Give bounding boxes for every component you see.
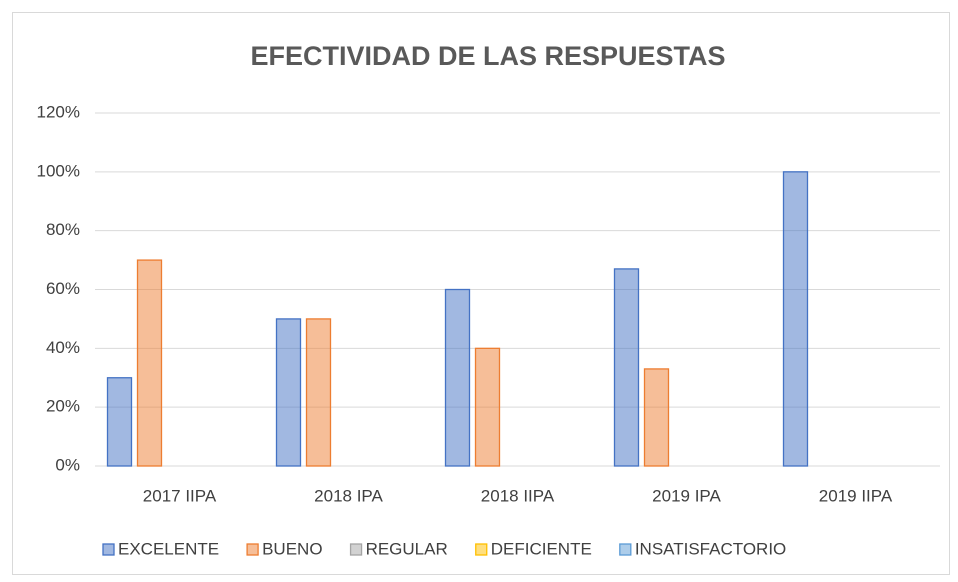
legend-label: BUENO	[262, 539, 322, 558]
x-tick-label: 2017 IIPA	[143, 486, 217, 505]
x-tick-label: 2018 IPA	[314, 486, 383, 505]
chart-title: EFECTIVIDAD DE LAS RESPUESTAS	[250, 41, 725, 71]
y-tick-label: 20%	[46, 397, 80, 416]
bar	[136, 259, 163, 467]
legend-label: DEFICIENTE	[491, 539, 592, 558]
x-tick-label: 2019 IIPA	[819, 486, 893, 505]
bar	[106, 377, 133, 467]
legend-swatch	[349, 543, 363, 556]
bar	[782, 171, 809, 467]
y-tick-label: 120%	[37, 102, 80, 121]
bar	[444, 288, 471, 467]
y-tick-label: 60%	[46, 279, 80, 298]
legend-swatch	[102, 543, 115, 556]
x-tick-label: 2018 IIPA	[481, 486, 555, 505]
y-tick-label: 0%	[55, 455, 80, 474]
legend-swatch	[246, 543, 259, 556]
bar	[275, 318, 302, 467]
legend-label: EXCELENTE	[118, 539, 219, 558]
bar	[474, 347, 501, 467]
y-tick-label: 40%	[46, 338, 80, 357]
legend-label: INSATISFACTORIO	[635, 539, 786, 558]
bar	[643, 368, 670, 467]
bar	[613, 268, 640, 467]
x-tick-label: 2019 IPA	[652, 486, 721, 505]
bar	[305, 318, 332, 467]
legend-swatch	[619, 543, 632, 556]
legend-label: REGULAR	[366, 539, 448, 558]
y-tick-label: 100%	[37, 161, 80, 180]
legend-swatch	[475, 543, 488, 556]
y-tick-label: 80%	[46, 220, 80, 239]
